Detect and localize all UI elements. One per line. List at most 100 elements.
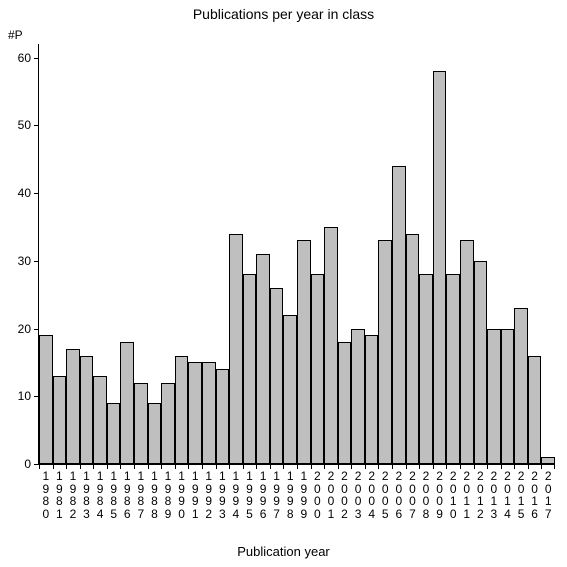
xtick-line	[270, 464, 271, 469]
bar	[229, 234, 243, 464]
xtick-line	[406, 464, 407, 469]
bar	[324, 227, 338, 464]
xtick-line	[107, 464, 108, 469]
xtick-line	[120, 464, 121, 469]
xtick-line	[392, 464, 393, 469]
xtick-label: 2 0 1 2	[475, 470, 485, 520]
xtick-label: 2 0 1 6	[530, 470, 540, 520]
xtick-label: 1 9 9 9	[299, 470, 309, 520]
bar	[93, 376, 107, 464]
ytick-line	[34, 261, 39, 262]
xtick-label: 1 9 8 1	[54, 470, 64, 520]
xtick-label: 1 9 9 4	[231, 470, 241, 520]
y-axis-label: #P	[8, 28, 23, 42]
xtick-label: 2 0 1 4	[502, 470, 512, 520]
xtick-label: 2 0 0 0	[312, 470, 322, 520]
xtick-label: 1 9 9 6	[258, 470, 268, 520]
xtick-line	[80, 464, 81, 469]
xtick-line	[216, 464, 217, 469]
xtick-label: 1 9 9 3	[217, 470, 227, 520]
ytick-line	[34, 193, 39, 194]
ytick-line	[34, 396, 39, 397]
xtick-label: 2 0 1 1	[462, 470, 472, 520]
xtick-line	[53, 464, 54, 469]
bar	[188, 362, 202, 464]
bar	[419, 274, 433, 464]
xtick-label: 2 0 0 3	[353, 470, 363, 520]
bar	[460, 240, 474, 464]
ytick-label: 0	[24, 457, 31, 471]
bar	[216, 369, 230, 464]
xtick-label: 1 9 9 0	[177, 470, 187, 520]
xtick-line	[229, 464, 230, 469]
xtick-label: 2 0 1 0	[448, 470, 458, 520]
bar	[39, 335, 53, 464]
ytick-label: 20	[18, 322, 31, 336]
xtick-line	[501, 464, 502, 469]
xtick-line	[175, 464, 176, 469]
bar	[53, 376, 67, 464]
xtick-line	[378, 464, 379, 469]
xtick-line	[528, 464, 529, 469]
xtick-label: 2 0 1 7	[543, 470, 553, 520]
xtick-line	[243, 464, 244, 469]
xtick-line	[148, 464, 149, 469]
ytick-line	[34, 125, 39, 126]
bar	[406, 234, 420, 464]
bar	[378, 240, 392, 464]
xtick-label: 2 0 0 6	[394, 470, 404, 520]
xtick-label: 2 0 1 5	[516, 470, 526, 520]
bar	[243, 274, 257, 464]
xtick-line	[297, 464, 298, 469]
xtick-line	[93, 464, 94, 469]
plot-area: 01020304050601 9 8 01 9 8 11 9 8 21 9 8 …	[38, 44, 555, 465]
bar	[311, 274, 325, 464]
bar	[474, 261, 488, 464]
bar	[256, 254, 270, 464]
xtick-label: 1 9 9 2	[204, 470, 214, 520]
bar	[175, 356, 189, 464]
xtick-line	[338, 464, 339, 469]
xtick-label: 2 0 1 3	[489, 470, 499, 520]
xtick-line	[419, 464, 420, 469]
bar	[283, 315, 297, 464]
xtick-line	[433, 464, 434, 469]
xtick-label: 1 9 8 2	[68, 470, 78, 520]
xtick-line	[446, 464, 447, 469]
xtick-line	[188, 464, 189, 469]
xtick-line	[514, 464, 515, 469]
xtick-label: 1 9 8 5	[109, 470, 119, 520]
xtick-line	[474, 464, 475, 469]
xtick-line	[460, 464, 461, 469]
ytick-label: 60	[18, 51, 31, 65]
xtick-line	[66, 464, 67, 469]
xtick-label: 1 9 9 8	[285, 470, 295, 520]
xtick-line	[324, 464, 325, 469]
ytick-label: 30	[18, 254, 31, 268]
bar	[501, 329, 515, 464]
xtick-line	[134, 464, 135, 469]
bar	[134, 383, 148, 464]
chart-title: Publications per year in class	[0, 6, 567, 22]
xtick-line	[283, 464, 284, 469]
xtick-line	[202, 464, 203, 469]
bar	[433, 71, 447, 464]
bar	[541, 457, 555, 464]
xtick-label: 1 9 8 4	[95, 470, 105, 520]
ytick-line	[34, 329, 39, 330]
xtick-label: 1 9 9 5	[244, 470, 254, 520]
xtick-label: 2 0 0 9	[435, 470, 445, 520]
xtick-label: 1 9 8 0	[41, 470, 51, 520]
bar	[120, 342, 134, 464]
xtick-label: 2 0 0 2	[340, 470, 350, 520]
xtick-line	[365, 464, 366, 469]
xtick-label: 2 0 0 1	[326, 470, 336, 520]
bar	[365, 335, 379, 464]
xtick-label: 1 9 9 1	[190, 470, 200, 520]
bar	[338, 342, 352, 464]
ytick-label: 40	[18, 186, 31, 200]
xtick-line	[541, 464, 542, 469]
xtick-line	[487, 464, 488, 469]
bar	[351, 329, 365, 464]
bar	[270, 288, 284, 464]
